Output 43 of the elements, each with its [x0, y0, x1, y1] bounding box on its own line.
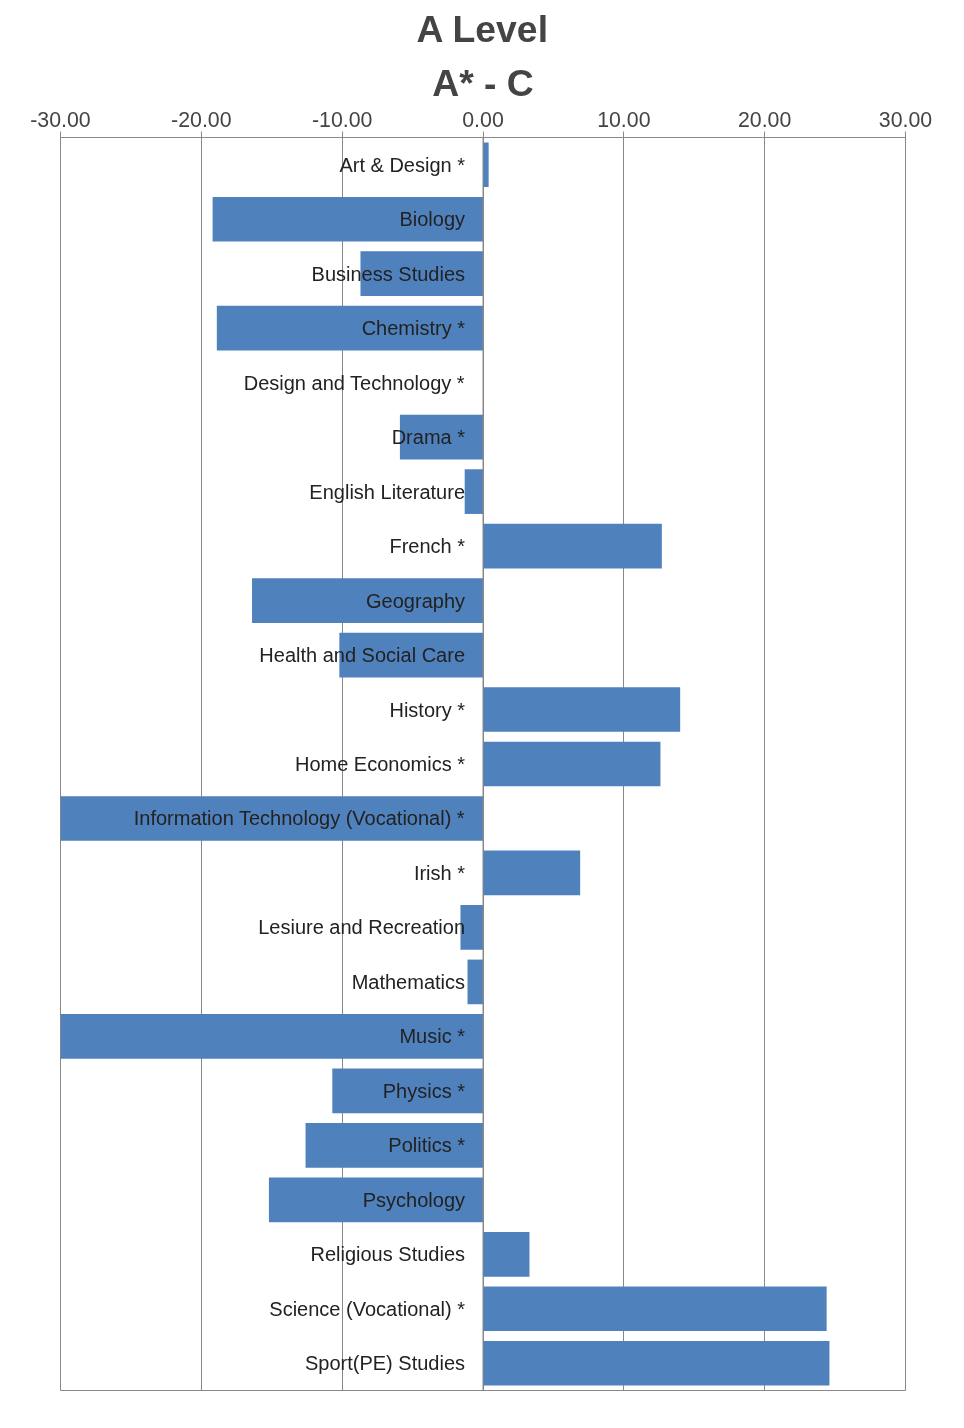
y-tick-label: History *: [389, 698, 466, 721]
bar: [332, 1068, 483, 1114]
y-tick-label: Mathematics: [351, 970, 466, 993]
y-tick-label: Irish *: [413, 861, 466, 884]
x-tick-label: 10.00: [597, 107, 651, 132]
y-tick-label: French *: [389, 535, 466, 558]
y-tick-label: Art & Design *: [339, 153, 466, 176]
y-tick-label: Design and Technology *: [243, 371, 465, 394]
y-tick-label: Science (Vocational) *: [269, 1297, 466, 1320]
bar: [60, 1014, 483, 1059]
y-tick-label: Information Technology (Vocational) *: [133, 807, 465, 830]
y-tick-label: English Literature: [309, 480, 466, 503]
bar: [483, 741, 661, 787]
y-tick-label: Politics *: [388, 1134, 466, 1157]
bar: [216, 305, 483, 351]
bar: [483, 687, 681, 732]
y-tick-label: Biology: [399, 208, 466, 231]
y-tick-label: Physics *: [382, 1079, 466, 1102]
chart-subtitle: A* - C: [432, 61, 534, 104]
x-tick-label: 30.00: [878, 107, 933, 132]
y-tick-label: Religious Studies: [310, 1243, 465, 1266]
bar: [483, 1340, 830, 1386]
x-tick-label: -30.00: [30, 107, 91, 132]
y-tick-label: Psychology: [362, 1188, 466, 1211]
bar: [483, 1286, 827, 1332]
chart-title: A Level: [416, 7, 549, 50]
y-tick-label: Sport(PE) Studies: [304, 1352, 466, 1375]
bar: [305, 1123, 483, 1168]
bar: [483, 1231, 530, 1277]
y-tick-label: Home Economics *: [294, 753, 466, 775]
y-tick-label: Chemistry *: [361, 317, 466, 340]
x-tick-label: 0.00: [462, 107, 504, 132]
bar: [464, 469, 483, 514]
x-tick-label: -10.00: [311, 107, 373, 132]
x-tick-label: -20.00: [171, 107, 232, 132]
bar: [252, 578, 483, 623]
bar: [483, 850, 581, 896]
y-tick-label: Music *: [399, 1025, 466, 1048]
y-tick-label: Geography: [366, 589, 466, 612]
bar: [268, 1177, 483, 1223]
bar: [483, 523, 662, 569]
bar: [212, 196, 483, 242]
x-tick-label: 20.00: [737, 107, 792, 132]
